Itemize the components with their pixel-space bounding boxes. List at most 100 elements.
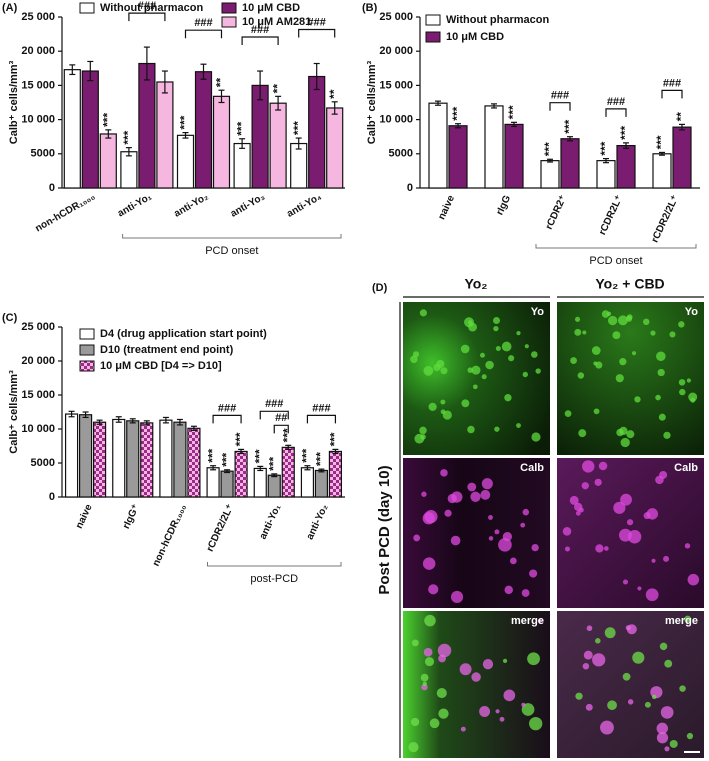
y-tick-label: 20 000 (21, 45, 55, 57)
cell (450, 535, 461, 546)
bar (269, 102, 287, 189)
error-bar (224, 469, 231, 474)
bar (220, 470, 234, 498)
significance-label: *** (178, 115, 192, 129)
cell (499, 716, 505, 722)
legend-swatch (221, 16, 237, 28)
cell (592, 653, 606, 667)
cell (442, 410, 452, 420)
x-tick-label: non-hCDR₁₀₀₀ (34, 191, 98, 234)
error-bar (257, 465, 264, 472)
cell (669, 331, 676, 338)
cell (644, 701, 651, 708)
cell (522, 371, 528, 378)
cell (679, 685, 686, 692)
error-bar (68, 410, 75, 418)
cell (420, 434, 426, 440)
bracket-label: ### (251, 24, 269, 36)
cell (660, 706, 674, 719)
bar (504, 123, 524, 189)
group-label: post-PCD (250, 573, 298, 585)
bracket-label: ### (551, 90, 569, 102)
cell (450, 590, 464, 604)
x-tick-label: anti-Yo₃ (229, 191, 268, 220)
significance-label: *** (100, 113, 114, 127)
cell (659, 642, 668, 651)
cell (577, 372, 585, 379)
legend-swatch (425, 31, 441, 43)
error-bar (69, 64, 76, 76)
significance-label: *** (300, 448, 314, 462)
bar (78, 414, 93, 498)
cell (583, 650, 593, 660)
legend-swatch (79, 360, 95, 372)
cell (444, 509, 452, 517)
image-panel: (D) Yo₂ Yo₂ + CBD Post PCD (day 10) Yo Yo… (372, 276, 704, 758)
cell (527, 652, 540, 666)
bracket-label: ### (138, 0, 156, 12)
cell (495, 709, 500, 714)
image-label: Yo (685, 306, 699, 318)
x-tick-label: rCDR2L⁺ (597, 194, 625, 237)
cell (493, 325, 499, 332)
significance-bracket (661, 89, 683, 99)
cell (637, 586, 642, 591)
error-bar (238, 448, 245, 455)
bar (616, 144, 636, 189)
bar (63, 69, 81, 189)
bar (92, 421, 107, 498)
cell (679, 388, 686, 396)
bar (267, 474, 281, 498)
cell (423, 365, 434, 376)
bar (176, 134, 195, 189)
error-bar (87, 60, 94, 82)
bar (138, 62, 156, 189)
bar (560, 138, 580, 189)
bar (314, 469, 329, 498)
error-bar (659, 151, 665, 156)
bracket-label: ### (194, 17, 212, 29)
group-bracket (207, 562, 342, 567)
cell (678, 379, 686, 386)
cell (460, 344, 470, 354)
cell (419, 309, 427, 317)
bar (251, 84, 269, 189)
bar (428, 102, 448, 189)
cell (460, 726, 466, 732)
cell (650, 330, 656, 336)
error-bar (511, 121, 517, 128)
significance-bracket (605, 108, 627, 117)
cell (604, 627, 616, 639)
cell (570, 357, 577, 364)
significance-label: ** (270, 84, 284, 94)
bar (81, 70, 99, 189)
cell (480, 489, 491, 500)
cell (687, 573, 700, 586)
x-tick-label: rIgG (494, 194, 513, 217)
cell (620, 493, 632, 506)
cell (645, 588, 659, 602)
cell (410, 717, 420, 727)
legend-swatch (425, 14, 441, 26)
bar (159, 419, 173, 498)
significance-label: *** (598, 141, 612, 155)
error-bar (679, 123, 685, 131)
y-axis-title: Calb⁺ cells/mm³ (8, 60, 20, 144)
cell (521, 702, 526, 707)
significance-label: *** (562, 119, 576, 133)
cell (481, 374, 487, 380)
significance-label: *** (234, 121, 248, 135)
cell (598, 461, 608, 471)
cell (616, 428, 624, 437)
y-tick-label: 15 000 (379, 79, 413, 91)
legend-label: Without pharmacon (100, 2, 203, 14)
cell (520, 522, 526, 528)
y-tick-label: 10 000 (379, 114, 413, 126)
cell (488, 515, 493, 520)
cell (574, 328, 582, 336)
panel-label: (A) (2, 2, 18, 14)
bracket-label: ### (265, 398, 283, 410)
x-tick-label: rIgG⁺ (121, 503, 142, 531)
cell (562, 526, 572, 536)
cell (424, 510, 438, 524)
